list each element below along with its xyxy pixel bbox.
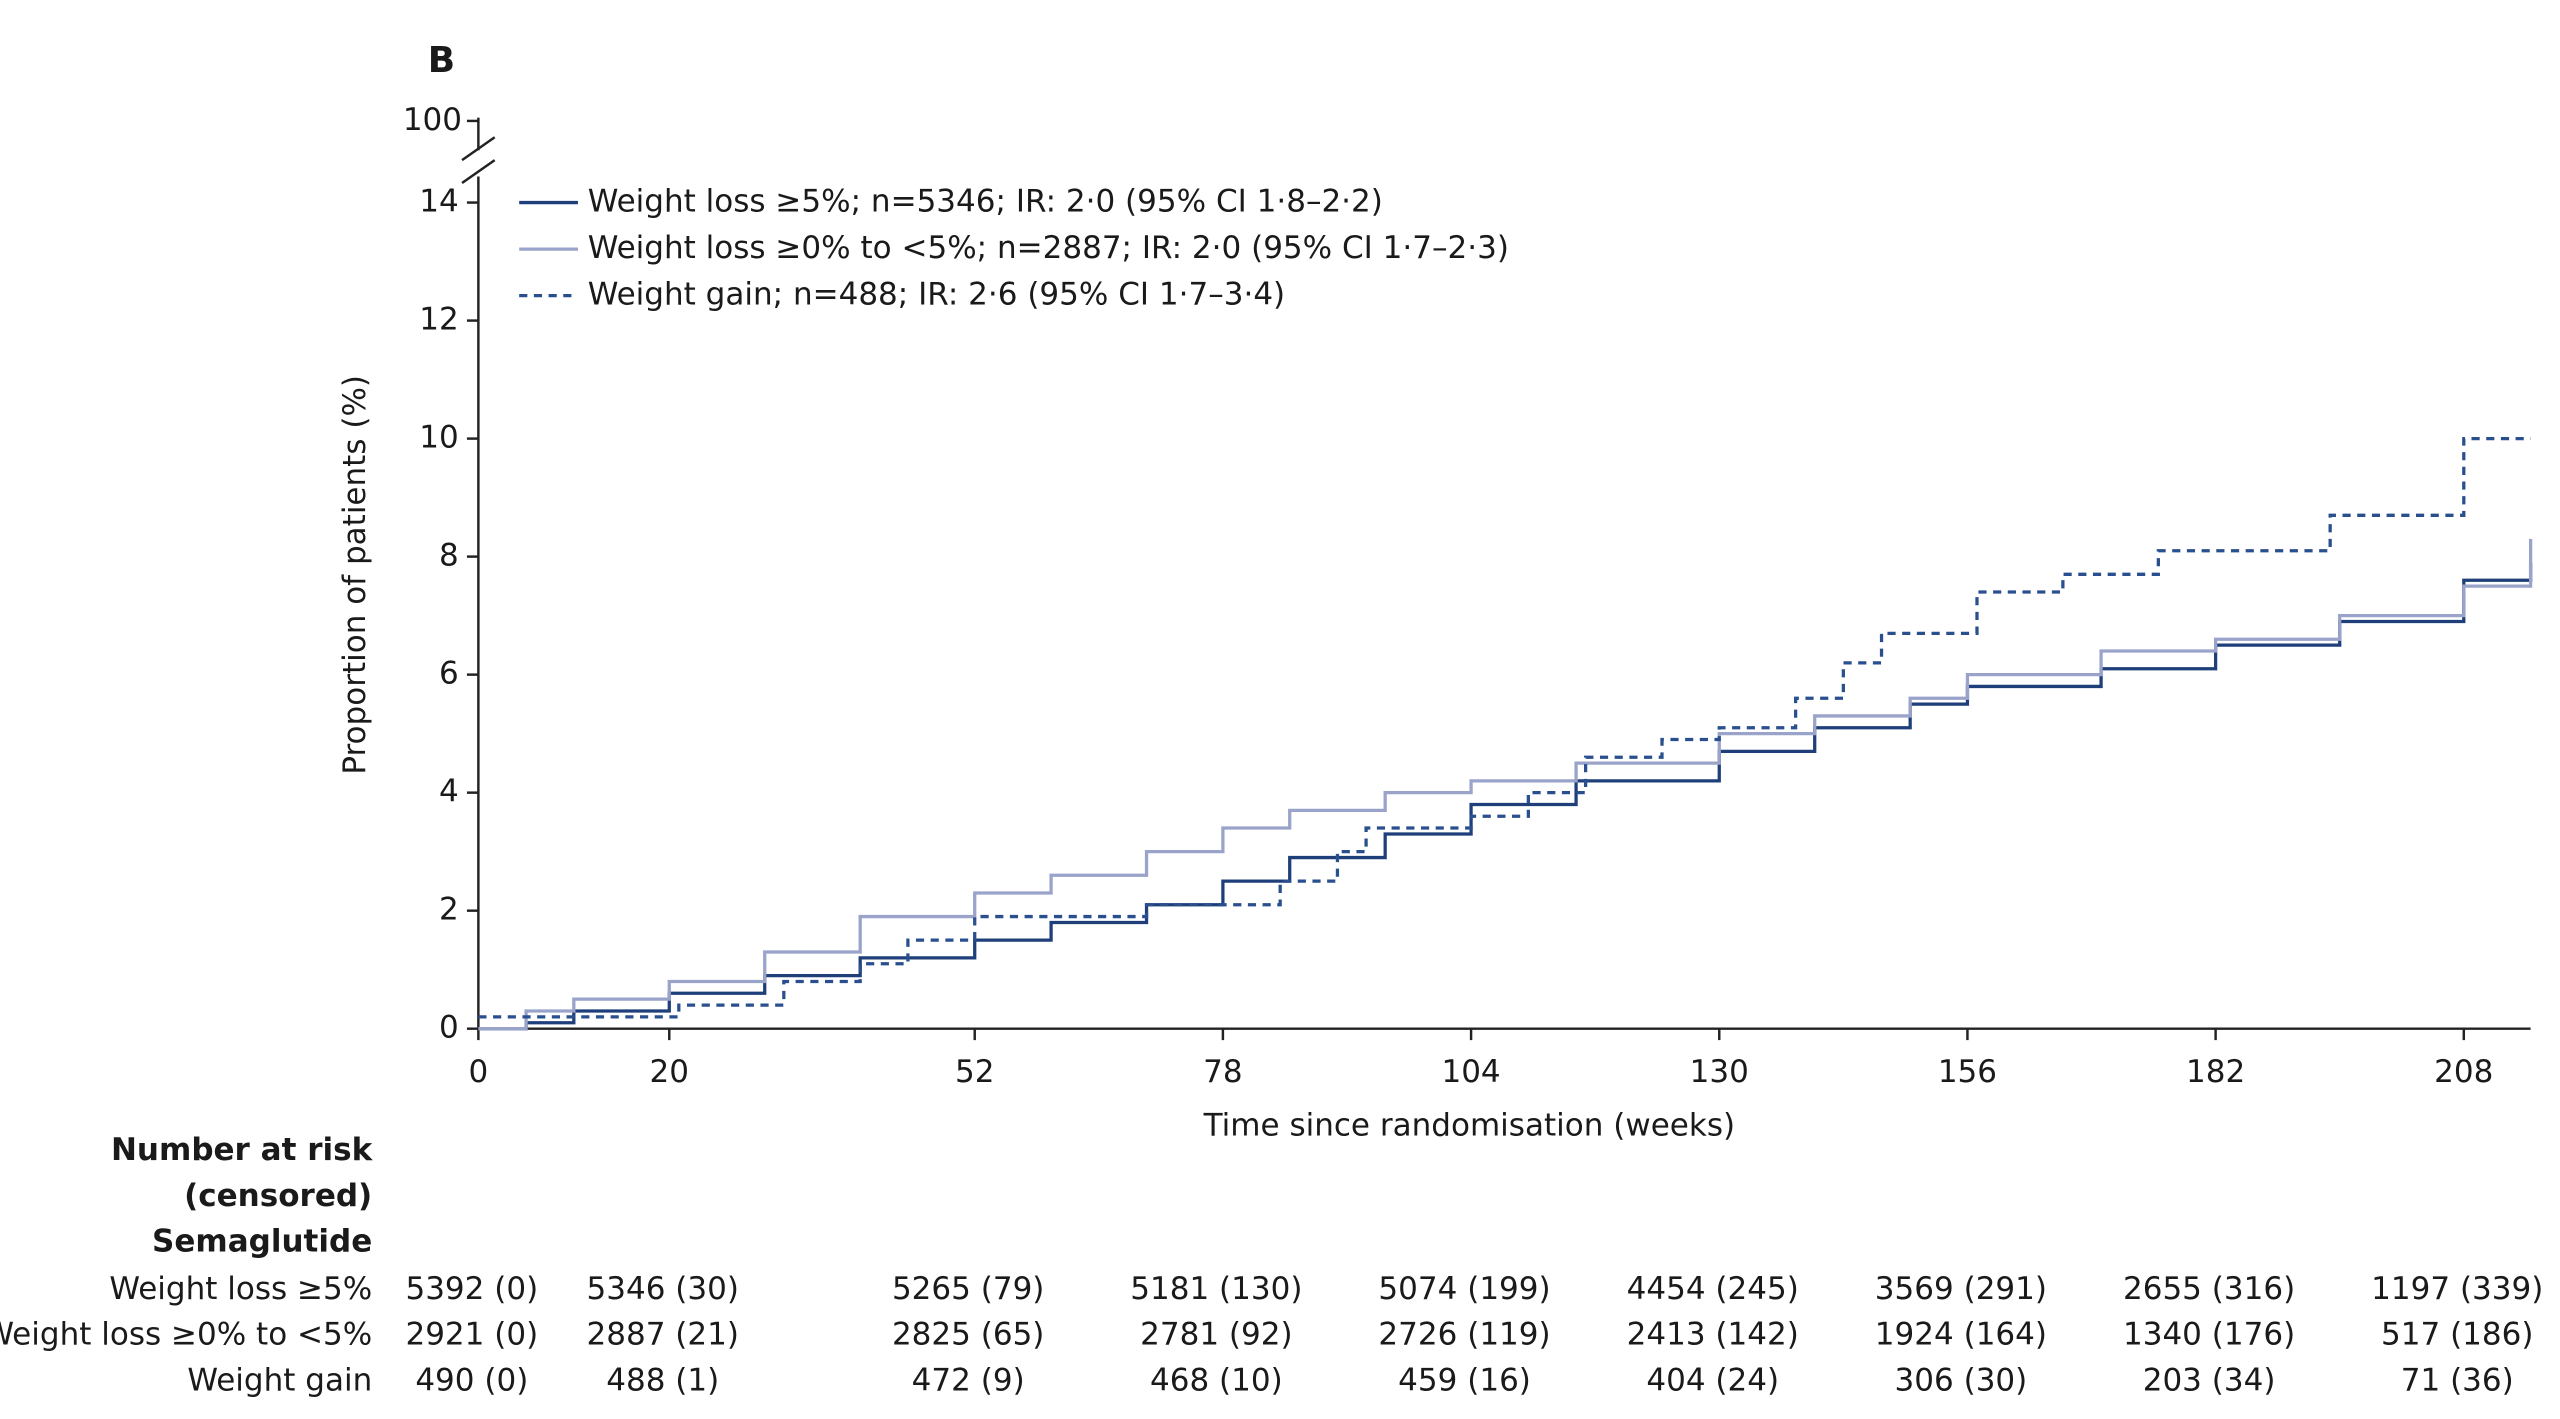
x-tick-label: 78 [1203,1054,1242,1090]
x-tick-label: 20 [650,1054,689,1090]
axis-break [461,136,496,162]
risk-cell: 1197 (339) [2371,1271,2543,1307]
legend-label: Weight loss ≥0% to <5%; n=2887; IR: 2·0 … [588,230,1509,266]
y-tick-label: 2 [439,892,459,928]
panel-label: B [428,40,455,81]
risk-cell: 517 (186) [2381,1317,2533,1353]
x-tick-label: 156 [1938,1054,1997,1090]
risk-cell: 459 (16) [1398,1362,1531,1398]
y-tick-label: 10 [419,420,458,456]
risk-cell: 2781 (92) [1140,1317,1292,1353]
risk-cell: 5392 (0) [405,1271,538,1307]
legend-label: Weight gain; n=488; IR: 2·6 (95% CI 1·7–… [588,277,1285,313]
risk-row-label: Weight loss ≥0% to <5% [0,1317,372,1353]
risk-cell: 1340 (176) [2123,1317,2295,1353]
risk-cell: 2825 (65) [892,1317,1044,1353]
y-tick-label: 14 [419,184,458,220]
x-tick-label: 182 [2186,1054,2245,1090]
series-line [478,436,2531,1019]
y-tick-label: 0 [439,1010,459,1046]
risk-cell: 468 (10) [1150,1362,1283,1398]
risk-title: Number at risk [111,1132,374,1168]
risk-cell: 4454 (245) [1627,1271,1799,1307]
risk-cell: 2726 (119) [1378,1317,1550,1353]
risk-group: Semaglutide [152,1224,372,1260]
x-tick-label: 104 [1441,1054,1500,1090]
risk-cell: 5265 (79) [892,1271,1044,1307]
y-tick-label: 100 [403,102,462,138]
x-tick-label: 130 [1690,1054,1749,1090]
risk-cell: 404 (24) [1646,1362,1779,1398]
risk-cell: 1924 (164) [1875,1317,2047,1353]
risk-cell: 2655 (316) [2123,1271,2295,1307]
risk-cell: 5074 (199) [1378,1271,1550,1307]
x-axis-label: Time since randomisation (weeks) [1203,1108,1735,1144]
risk-row-label: Weight loss ≥5% [109,1271,372,1307]
risk-cell: 5181 (130) [1130,1271,1302,1307]
axis-break [461,159,496,184]
x-tick-label: 0 [469,1054,489,1090]
risk-cell: 472 (9) [912,1362,1025,1398]
risk-cell: 306 (30) [1895,1362,2028,1398]
series-line [478,538,2533,1031]
x-tick-label: 208 [2434,1054,2493,1090]
legend-label: Weight loss ≥5%; n=5346; IR: 2·0 (95% CI… [588,184,1383,220]
y-tick-label: 12 [419,302,458,338]
y-tick-label: 8 [439,538,459,574]
x-tick-label: 52 [955,1054,994,1090]
risk-cell: 71 (36) [2401,1362,2514,1398]
risk-cell: 2413 (142) [1627,1317,1799,1353]
risk-cell: 5346 (30) [587,1271,739,1307]
risk-cell: 488 (1) [606,1362,719,1398]
risk-cell: 203 (34) [2143,1362,2276,1398]
risk-cell: 3569 (291) [1875,1271,2047,1307]
series-line [478,562,2533,1031]
y-tick-label: 6 [439,656,459,692]
risk-title: (censored) [184,1178,372,1214]
risk-cell: 2921 (0) [405,1317,538,1353]
risk-cell: 2887 (21) [587,1317,739,1353]
y-axis-label: Proportion of patients (%) [337,375,373,775]
y-tick-label: 4 [439,774,459,810]
risk-row-label: Weight gain [187,1362,372,1398]
risk-cell: 490 (0) [415,1362,528,1398]
